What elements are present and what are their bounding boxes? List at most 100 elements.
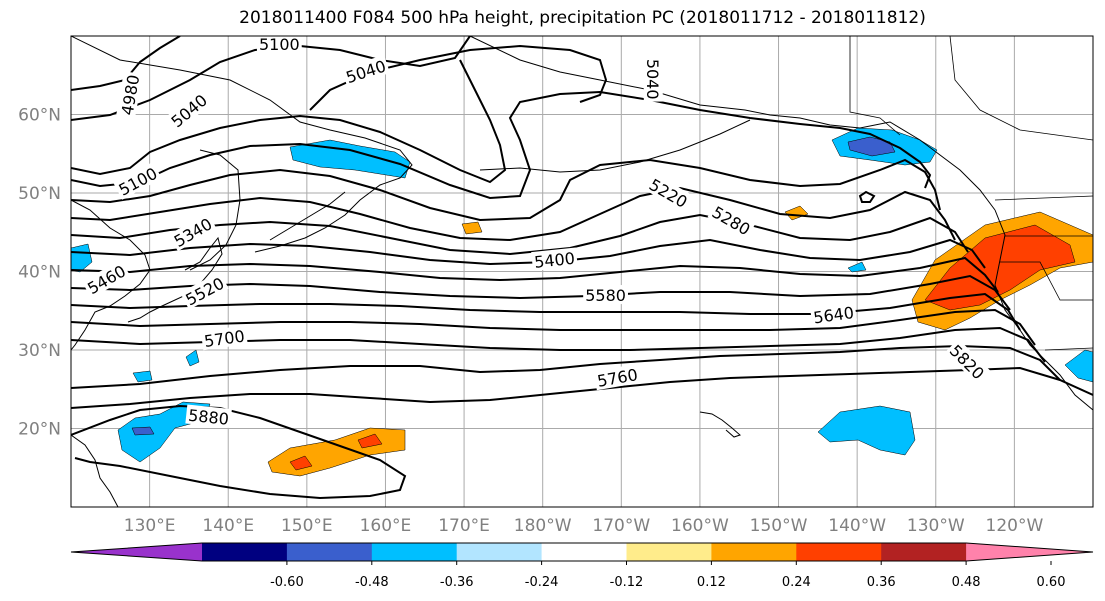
contour-label-halo [643, 56, 663, 102]
coastlines [71, 36, 1093, 507]
coast-philippines [71, 434, 119, 507]
longitude-label: 120°W [986, 516, 1044, 536]
contour-label-halo [165, 88, 212, 132]
colorbar-swatch-5 [541, 543, 627, 561]
latitude-label: 30°N [18, 341, 61, 361]
colorbar-swatch-8 [796, 543, 882, 561]
contour-label-halo [185, 404, 232, 429]
precip-area-okhotsk [289, 139, 411, 179]
contour-label-halo [593, 363, 641, 391]
contour-label-halo [180, 271, 229, 310]
precip-area-tiny-3 [847, 261, 867, 273]
colorbar-swatch-1 [202, 543, 288, 561]
contour-line-5220 [71, 158, 941, 222]
latitude-label: 20°N [18, 420, 61, 440]
longitude-label: 180°W [514, 516, 572, 536]
contour-label-text: 5400 [533, 249, 575, 272]
contour-label-halo [200, 325, 248, 351]
contour-label-halo [113, 161, 162, 200]
border-us-states-2 [1000, 261, 1093, 301]
latitude-label: 40°N [18, 263, 61, 283]
border-canada-us [994, 195, 1093, 201]
colorbar-tick-label: -0.24 [525, 575, 559, 590]
precip-area-tiny-4 [461, 221, 483, 235]
colorbar-tick-label: 0.60 [1037, 575, 1066, 590]
contour-label-12: 5580 [583, 285, 628, 305]
precip-area-gulf-alaska-core [847, 136, 896, 157]
contour-line-5640 [71, 308, 1036, 346]
longitude-label: 160°E [360, 516, 412, 536]
colorbar-tick-label: -0.36 [440, 575, 474, 590]
precip-area-baja [1064, 349, 1093, 383]
colorbar-tick-label: -0.48 [355, 575, 389, 590]
longitude-label: 170°W [592, 516, 650, 536]
contour-label-text: 5100 [259, 35, 300, 54]
contour-line-5340 [71, 213, 969, 256]
coast-sea-of-okhotsk [189, 149, 241, 271]
colorbar-swatch-2 [286, 543, 373, 561]
contour-label-halo [644, 173, 693, 212]
contour-label-halo [168, 212, 217, 252]
latitude-labels: 60°N 50°N 40°N 30°N 20°N [18, 106, 61, 440]
contour-line-closed-small [858, 190, 876, 203]
contour-label-halo [945, 338, 991, 384]
contour-label-halo [531, 247, 578, 272]
contour-line-5160 [71, 90, 932, 200]
border-us-mexico [1044, 347, 1093, 351]
contour-line-5280 [71, 186, 956, 242]
coast-asia-mainland [71, 199, 151, 351]
contour-line-5400 [71, 238, 986, 269]
coast-aleutians [479, 119, 751, 173]
coast-alaska [469, 36, 996, 211]
contour-line-5700 [71, 326, 1046, 363]
longitude-label: 160°W [671, 516, 729, 536]
longitude-label: 140°E [202, 516, 254, 536]
latitude-label: 50°N [18, 184, 61, 204]
colorbar-swatch-3 [371, 543, 458, 561]
longitude-label: 150°E [281, 516, 333, 536]
contour-label-text: 5040 [643, 59, 662, 100]
longitude-label: 130°E [124, 516, 176, 536]
contour-label-9: 5400 [531, 247, 578, 272]
map-frame [70, 35, 1094, 508]
precip-area-philippine-core [131, 426, 155, 436]
colorbar-swatch-9 [881, 543, 967, 561]
colorbar-tick-label: 0.48 [952, 575, 981, 590]
coast-kuriles [269, 191, 346, 241]
colorbar: -0.60 -0.48 -0.36 -0.24 -0.12 0.12 0.24 0.36 0.4… [70, 542, 1094, 590]
contour-line-5880 [71, 404, 407, 500]
colorbar-tick-label: 0.12 [697, 575, 726, 590]
longitude-label: 150°W [750, 516, 808, 536]
precipitation-shading [71, 127, 1093, 477]
longitude-label: 130°W [907, 516, 965, 536]
contour-label-halo [707, 200, 756, 240]
longitude-labels: 130°E 140°E 150°E 160°E 170°E 180°W 170°W 160°W… [124, 516, 1044, 536]
contour-label-17: 5880 [185, 404, 232, 429]
contour-label-0: 5100 [256, 35, 302, 54]
precip-area-hawaii-ne [817, 405, 916, 456]
contour-label-halo [809, 301, 858, 327]
precip-area-tiny-5 [784, 205, 809, 221]
precip-area-tiny-1 [185, 349, 200, 367]
colorbar-tick-label: 0.36 [867, 575, 896, 590]
contour-line-5580 [71, 292, 1021, 331]
contour-label-halo [341, 54, 390, 87]
contour-line-5100 [71, 59, 507, 184]
colorbar-tick-label: -0.60 [270, 575, 304, 590]
contour-line-5760 [71, 344, 1061, 389]
contour-label-text: 5880 [187, 406, 229, 429]
colorbar-outline [70, 542, 1094, 562]
precip-area-tiny-2 [132, 370, 153, 383]
contour-label-2: 5040 [643, 56, 663, 102]
coast-asia-kamchatka [71, 36, 413, 253]
contour-label-text: 5580 [585, 286, 626, 305]
precip-area-west-pacific-core-1 [289, 455, 313, 471]
precip-area-japan-west [71, 243, 93, 273]
coast-hawaii [699, 411, 741, 438]
colorbar-tick-label: 0.24 [782, 575, 811, 590]
contour-line-4980 [71, 36, 181, 91]
colorbar-swatch-4 [456, 543, 543, 561]
precip-area-northeast-pacific-core [924, 224, 1076, 311]
latitude-label: 60°N [18, 106, 61, 126]
